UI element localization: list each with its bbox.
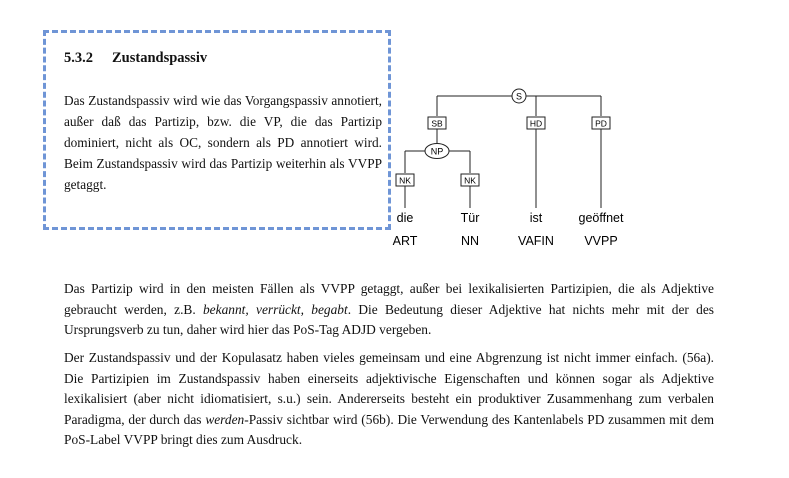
token-tag: VAFIN <box>518 234 554 248</box>
nk1-edge-label: NK <box>399 176 411 186</box>
paragraph-participle: Das Partizip wird in den meisten Fällen … <box>64 279 714 341</box>
highlight-box <box>43 30 391 230</box>
paragraph-text: . Die Bedeutung dieser Adjektive hat nic… <box>64 301 714 338</box>
intro-paragraph: Das Zustandspassiv wird wie das Vorgangs… <box>64 93 382 192</box>
token-word: die <box>397 211 414 225</box>
nk2-edge-label: NK <box>464 176 476 186</box>
token-tag: VVPP <box>584 234 617 248</box>
hd-edge-box <box>526 116 546 130</box>
pd-edge-label: PD <box>595 119 607 129</box>
np-node <box>424 143 450 159</box>
sb-edge-label: SB <box>431 119 443 129</box>
token-tag: NN <box>461 234 479 248</box>
example-adjectives: bekannt, verrückt, begabt <box>202 301 348 317</box>
emphasis-werden: werden <box>205 411 245 427</box>
paragraph-zustandspassiv: Der Zustandspassiv und der Kopulasatz ha… <box>64 348 714 451</box>
pd-edge-box <box>591 116 611 130</box>
section-number: 5.3.2 <box>64 50 93 66</box>
s-node <box>511 88 527 104</box>
token-tag: ART <box>393 234 418 248</box>
section-heading: 5.3.2 Zustandspassiv <box>64 50 207 67</box>
hd-edge-label: HD <box>530 119 542 129</box>
nk1-edge-box <box>395 173 415 187</box>
nk2-edge-box <box>460 173 480 187</box>
sb-edge-box <box>427 116 447 130</box>
np-node-label: NP <box>431 147 444 157</box>
s-node-label: S <box>516 92 522 102</box>
token-word: Tür <box>461 211 480 225</box>
paragraph-text: Das Partizip wird in den meisten Fällen … <box>64 281 714 317</box>
paragraph-text: Der Zustandspassiv und der Kopulasatz ha… <box>64 350 714 427</box>
token-word: geöffnet <box>579 211 624 225</box>
paragraph-text: -Passiv sichtbar wird (56b). Die Verwend… <box>64 411 714 448</box>
token-word: ist <box>530 211 543 225</box>
section-title: Zustandspassiv <box>112 50 208 66</box>
